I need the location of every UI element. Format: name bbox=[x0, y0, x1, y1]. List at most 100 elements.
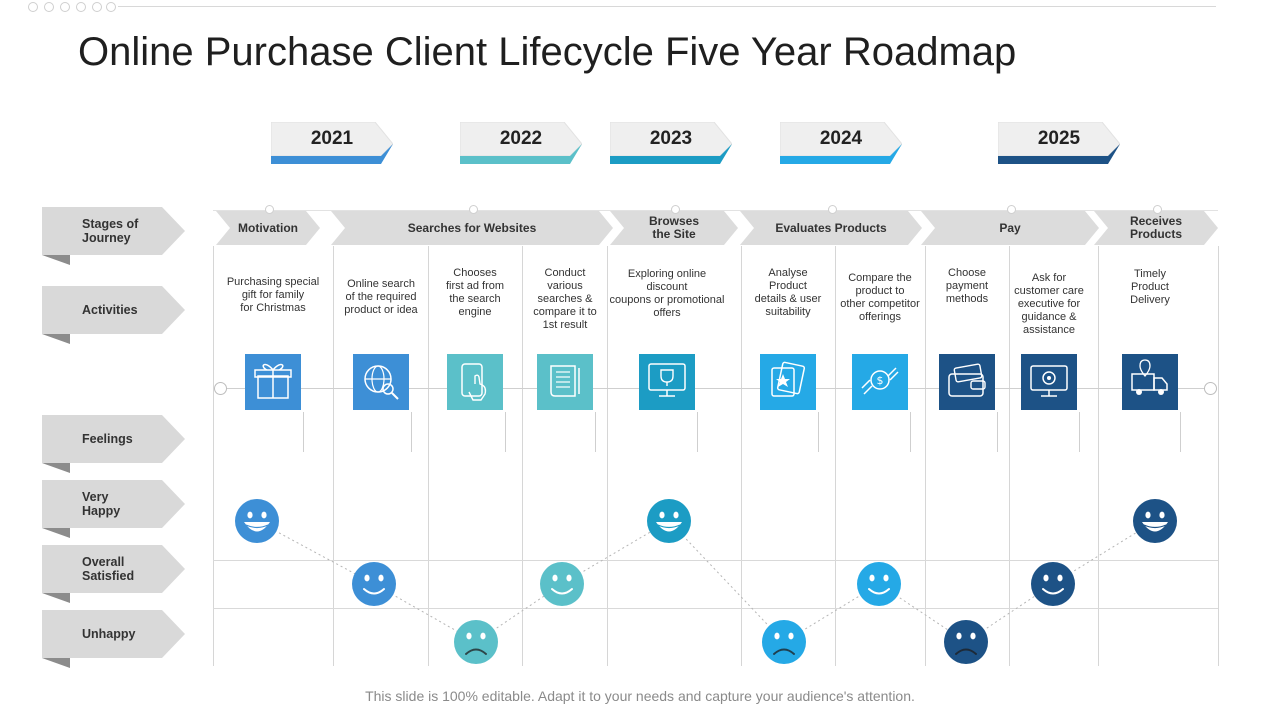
deco-dot bbox=[44, 2, 54, 12]
stage-label: Browses the Site bbox=[648, 214, 700, 241]
activity-icon-box bbox=[1021, 354, 1077, 410]
smile-face-icon bbox=[352, 562, 396, 606]
drop-line bbox=[1079, 412, 1080, 452]
activity-text: Chooses first ad from the search engine bbox=[445, 267, 505, 318]
drop-line bbox=[1180, 412, 1181, 452]
monitor-gear-icon bbox=[1030, 365, 1068, 397]
column-divider bbox=[607, 246, 608, 666]
smile-face-icon bbox=[540, 562, 584, 606]
year-tag: 2024 bbox=[780, 122, 902, 164]
top-divider bbox=[118, 6, 1216, 7]
stage-marker-dot bbox=[671, 205, 680, 214]
trophy-screen-icon bbox=[648, 363, 686, 397]
stage-chevron: Motivation bbox=[216, 211, 320, 245]
activity-text: Online search of the required product or i… bbox=[344, 278, 418, 316]
stage-chevron: Pay bbox=[921, 211, 1099, 245]
stage-chevron: Browses the Site bbox=[610, 211, 738, 245]
drop-line bbox=[997, 412, 998, 452]
activity-icon-box: $ bbox=[852, 354, 908, 410]
stage-marker-dot bbox=[828, 205, 837, 214]
smile-face-icon bbox=[857, 562, 901, 606]
stage-marker-dot bbox=[1153, 205, 1162, 214]
stage-top-line bbox=[213, 210, 1218, 211]
row-divider bbox=[213, 560, 1218, 561]
year-label: 2025 bbox=[1037, 128, 1081, 149]
feeling-connector bbox=[256, 520, 375, 585]
year-tag: 2022 bbox=[460, 122, 582, 164]
handshake-coin-icon: $ bbox=[861, 367, 899, 395]
footer-note: This slide is 100% editable. Adapt it to… bbox=[365, 688, 915, 704]
phone-tap-icon bbox=[461, 363, 487, 401]
stage-label: Evaluates Products bbox=[775, 220, 887, 235]
cards-star-icon bbox=[771, 361, 806, 397]
stage-label: Searches for Websites bbox=[407, 220, 537, 235]
deco-dot bbox=[92, 2, 102, 12]
activity-text: Purchasing special gift for family for Chr… bbox=[226, 276, 320, 314]
row-divider bbox=[213, 608, 1218, 609]
column-divider bbox=[1218, 246, 1219, 666]
activity-icon-box bbox=[939, 354, 995, 410]
gift-icon bbox=[254, 363, 292, 399]
column-divider bbox=[522, 246, 523, 666]
drop-line bbox=[910, 412, 911, 452]
stage-marker-dot bbox=[469, 205, 478, 214]
column-divider bbox=[925, 246, 926, 666]
drop-line bbox=[595, 412, 596, 452]
activity-text: Conduct various searches & compare it to 1st… bbox=[533, 267, 597, 331]
drop-line bbox=[303, 412, 304, 452]
sad-face-icon bbox=[762, 620, 806, 664]
drop-line bbox=[697, 412, 698, 452]
globe-search-icon bbox=[364, 365, 399, 400]
column-divider bbox=[333, 246, 334, 666]
activity-icon-box bbox=[760, 354, 816, 410]
deco-dot bbox=[28, 2, 38, 12]
year-tag: 2021 bbox=[271, 122, 393, 164]
feeling-connector bbox=[783, 583, 880, 643]
very-happy-face-icon bbox=[235, 499, 279, 543]
sad-face-icon bbox=[944, 620, 988, 664]
activity-icon-box bbox=[447, 354, 503, 410]
sidebar-label-text: Unhappy bbox=[82, 627, 136, 641]
page-title: Online Purchase Client Lifecycle Five Ye… bbox=[78, 30, 1017, 74]
sidebar-label-4: Overall Satisfied bbox=[42, 545, 187, 603]
stage-marker-dot bbox=[265, 205, 274, 214]
stage-label: Receives Products bbox=[1129, 214, 1183, 241]
activity-icon-box bbox=[245, 354, 301, 410]
sidebar-label-text: Stages of Journey bbox=[82, 217, 139, 245]
activity-icon-box bbox=[639, 354, 695, 410]
column-divider bbox=[213, 246, 214, 666]
deco-dot bbox=[60, 2, 70, 12]
drop-line bbox=[818, 412, 819, 452]
sidebar-label-text: Activities bbox=[82, 303, 138, 317]
very-happy-face-icon bbox=[1133, 499, 1177, 543]
feeling-connector bbox=[668, 520, 785, 643]
sidebar-label-1: Activities bbox=[42, 286, 187, 344]
drop-line bbox=[505, 412, 506, 452]
sidebar-label-text: Very Happy bbox=[82, 490, 121, 518]
timeline-start-dot bbox=[214, 382, 227, 395]
very-happy-face-icon bbox=[647, 499, 691, 543]
year-tag: 2023 bbox=[610, 122, 732, 164]
drop-line bbox=[411, 412, 412, 452]
activity-text: Timely Product Delivery bbox=[1130, 268, 1170, 306]
stage-label: Pay bbox=[999, 220, 1021, 235]
sidebar-label-text: Feelings bbox=[82, 432, 133, 446]
sidebar-label-2: Feelings bbox=[42, 415, 187, 473]
column-divider bbox=[1098, 246, 1099, 666]
sidebar-label-0: Stages of Journey bbox=[42, 207, 187, 265]
activity-icon-box bbox=[353, 354, 409, 410]
stage-chevron: Searches for Websites bbox=[331, 211, 613, 245]
deco-dot bbox=[76, 2, 86, 12]
activity-text: Choose payment methods bbox=[945, 267, 989, 305]
deco-dot bbox=[106, 2, 116, 12]
activity-text: Exploring online discount coupons or promo… bbox=[609, 268, 725, 319]
column-divider bbox=[835, 246, 836, 666]
sidebar-label-text: Overall Satisfied bbox=[82, 555, 135, 583]
timeline-end-dot bbox=[1204, 382, 1217, 395]
activity-text: Ask for customer care executive for guidanc… bbox=[1014, 272, 1084, 336]
year-label: 2023 bbox=[649, 128, 693, 149]
year-label: 2022 bbox=[499, 128, 543, 149]
column-divider bbox=[1009, 246, 1010, 666]
column-divider bbox=[428, 246, 429, 666]
